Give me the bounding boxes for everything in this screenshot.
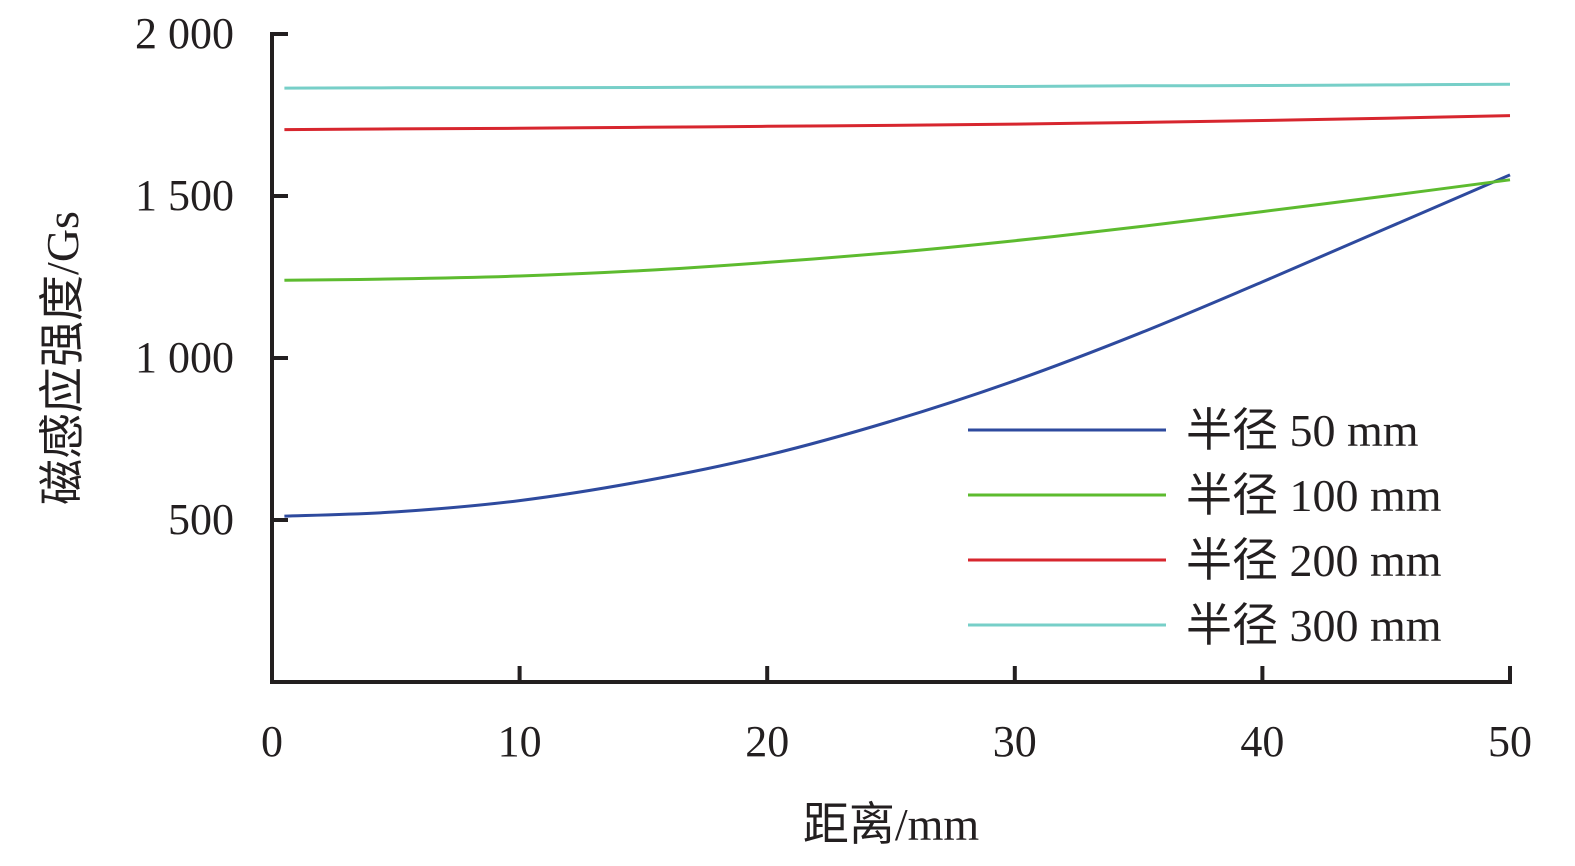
y-ticks: 500 1 000 1 500 2 000 [135,9,288,544]
y-tick-label: 500 [168,495,234,544]
legend-label-0: 半径 50 mm [1186,405,1419,456]
y-tick-label: 1 000 [135,333,234,382]
x-tick-label: 40 [1240,717,1284,766]
x-axis-title: 距离/mm [803,799,980,850]
series-lines [284,82,1511,518]
legend-label-1: 半径 100 mm [1186,470,1442,521]
x-tick-label: 30 [993,717,1037,766]
series-line-3 [284,82,1511,90]
x-tick-label: 0 [261,717,283,766]
y-axis-title: 磁感应强度/Gs [37,211,88,505]
x-tick-label: 10 [498,717,542,766]
legend: 半径 50 mm 半径 100 mm 半径 200 mm 半径 300 mm [968,405,1442,651]
series-line-2 [284,114,1511,132]
x-tick-label: 50 [1488,717,1532,766]
x-tick-label: 20 [745,717,789,766]
x-ticks: 0 10 20 30 40 50 [261,666,1532,766]
legend-label-3: 半径 300 mm [1186,600,1442,651]
y-tick-label: 1 500 [135,171,234,220]
legend-label-2: 半径 200 mm [1186,535,1442,586]
y-tick-label: 2 000 [135,9,234,58]
series-line-0 [284,173,1511,518]
series-line-1 [284,178,1511,282]
